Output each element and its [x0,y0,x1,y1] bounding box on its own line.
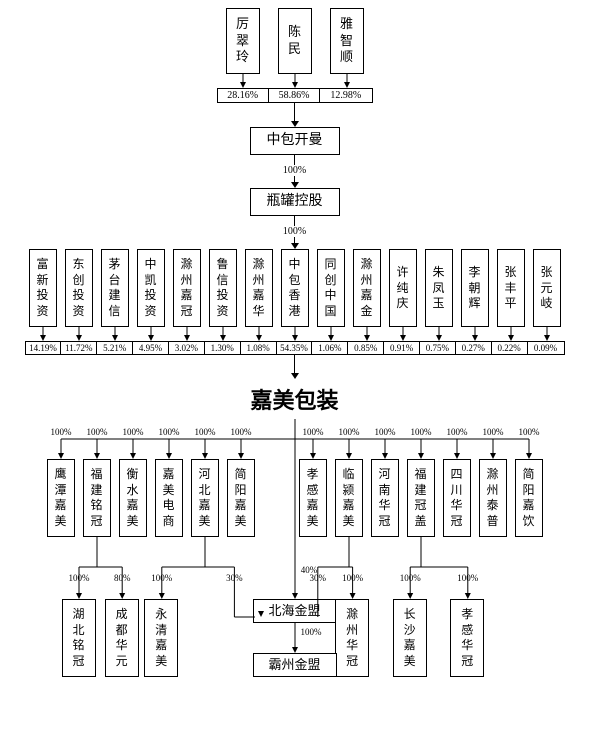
svg-text:100%: 100% [86,427,108,437]
shareholder-pct: 54.35% [277,342,313,354]
svg-text:100%: 100% [399,573,421,583]
mid1-box: 中包开曼 [250,127,340,155]
owner-box: 厉翠玲 [226,8,260,74]
owner-box: 陈民 [278,8,312,74]
shareholder-pct: 0.22% [492,342,528,354]
shareholder-pct: 14.19% [26,342,62,354]
shareholder-pct: 0.09% [528,342,564,354]
shareholder-pct: 1.08% [241,342,277,354]
shareholder-box: 茅台建信 [101,249,129,327]
owner-pct: 12.98% [320,89,371,102]
shareholder-box: 许纯庆 [389,249,417,327]
svg-text:80%: 80% [113,573,130,583]
shareholder-pct: 0.91% [384,342,420,354]
shareholder-box: 中包香港 [281,249,309,327]
shareholder-box: 朱凤玉 [425,249,453,327]
shareholder-pct: 0.85% [348,342,384,354]
center-box: 嘉美包装 [8,379,581,419]
shareholder-box: 李朝辉 [461,249,489,327]
shareholder-pct: 11.72% [61,342,97,354]
svg-text:30%: 30% [226,573,243,583]
svg-text:100%: 100% [151,573,173,583]
svg-text:100%: 100% [302,427,324,437]
svg-text:100%: 100% [446,427,468,437]
svg-text:100%: 100% [342,573,364,583]
shareholder-box: 东创投资 [65,249,93,327]
svg-text:100%: 100% [338,427,360,437]
owner-pct: 28.16% [218,89,269,102]
owner-pct: 58.86% [269,89,320,102]
shareholder-pct: 0.27% [456,342,492,354]
owner-box: 雅智顺 [330,8,364,74]
shareholder-box: 滁州嘉冠 [173,249,201,327]
svg-text:100%: 100% [68,573,90,583]
svg-text:100%: 100% [122,427,144,437]
svg-text:100%: 100% [482,427,504,437]
shareholder-box: 张元岐 [533,249,561,327]
svg-text:100%: 100% [194,427,216,437]
shareholder-box: 中凯投资 [137,249,165,327]
shareholder-box: 滁州嘉华 [245,249,273,327]
mid2-pct: 100% [8,226,581,237]
svg-text:100%: 100% [518,427,540,437]
shareholder-pct: 3.02% [169,342,205,354]
mid1-pct: 100% [8,165,581,176]
shareholder-box: 鲁信投资 [209,249,237,327]
shareholder-box: 滁州嘉金 [353,249,381,327]
shareholder-pct: 5.21% [97,342,133,354]
shareholder-box: 张丰平 [497,249,525,327]
shareholder-pct: 1.06% [312,342,348,354]
shareholder-box: 富新投资 [29,249,57,327]
shareholder-pct: 4.95% [133,342,169,354]
svg-text:100%: 100% [457,573,479,583]
shareholder-pct: 0.75% [420,342,456,354]
shareholder-box: 同创中国 [317,249,345,327]
svg-text:100%: 100% [158,427,180,437]
svg-text:100%: 100% [50,427,72,437]
svg-text:100%: 100% [300,627,322,637]
svg-text:100%: 100% [230,427,252,437]
svg-text:100%: 100% [374,427,396,437]
svg-text:100%: 100% [410,427,432,437]
shareholder-pct: 1.30% [205,342,241,354]
mid2-box: 瓶罐控股 [250,188,340,216]
